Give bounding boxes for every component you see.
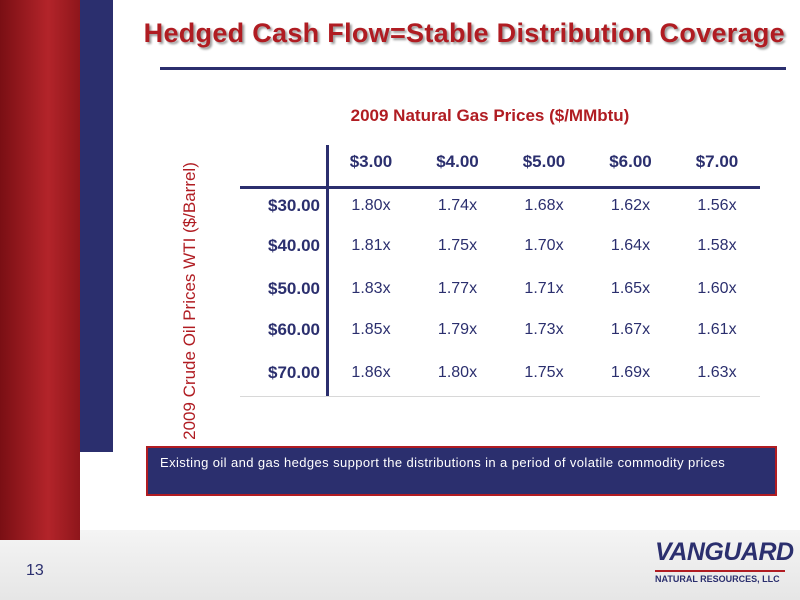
slide-title: Hedged Cash Flow=Stable Distribution Cov… <box>143 18 785 48</box>
table-cell: 1.67x <box>610 321 651 338</box>
table-title: 2009 Natural Gas Prices ($/MMbtu) <box>350 106 630 125</box>
red-bar <box>0 0 80 540</box>
table-cell: 1.58x <box>697 237 737 254</box>
column-header: $5.00 <box>522 152 566 171</box>
table-cell: 1.83x <box>351 280 391 297</box>
table-cell: 1.68x <box>524 197 564 214</box>
page-number: 13 <box>26 562 44 579</box>
table-cell: 1.71x <box>524 280 564 297</box>
row-header: $70.00 <box>268 363 320 382</box>
title-rule <box>160 67 786 70</box>
row-header: $60.00 <box>268 320 320 339</box>
column-header: $4.00 <box>436 152 479 171</box>
table-cell: 1.74x <box>437 197 478 214</box>
logo-subtitle: NATURAL RESOURCES, LLC <box>655 570 785 584</box>
table-cell: 1.56x <box>697 197 737 214</box>
row-header: $50.00 <box>268 279 320 298</box>
table-cell: 1.75x <box>437 237 478 254</box>
table-cell: 1.70x <box>524 237 564 254</box>
header-rule <box>240 186 760 189</box>
table-cell: 1.62x <box>610 197 651 214</box>
table-cell: 1.79x <box>437 321 478 338</box>
table-cell: 1.75x <box>524 364 564 381</box>
footer-band <box>0 530 800 600</box>
table-cell: 1.61x <box>697 321 737 338</box>
table-cell: 1.85x <box>351 321 391 338</box>
column-header: $7.00 <box>695 152 739 171</box>
table-cell: 1.73x <box>524 321 564 338</box>
column-header: $3.00 <box>349 152 393 171</box>
table-cell: 1.86x <box>351 364 391 381</box>
row-header: $30.00 <box>268 196 320 215</box>
vertical-rule <box>326 145 329 397</box>
table-cell: 1.81x <box>351 237 391 254</box>
table-cell: 1.80x <box>351 197 391 214</box>
row-axis-label: 2009 Crude Oil Prices WTI ($/Barrel) <box>180 162 199 440</box>
bottom-rule <box>240 396 760 397</box>
navy-bar <box>80 0 113 452</box>
table-cell: 1.80x <box>437 364 478 381</box>
callout: Existing oil and gas hedges support the … <box>146 446 777 496</box>
logo-name: VANGUARD <box>655 538 794 566</box>
table-cell: 1.60x <box>697 280 737 297</box>
table-cell: 1.77x <box>437 280 478 297</box>
row-header: $40.00 <box>268 236 320 255</box>
column-header: $6.00 <box>609 152 652 171</box>
table-cell: 1.63x <box>697 364 737 381</box>
table-cell: 1.65x <box>610 280 651 297</box>
table-cell: 1.69x <box>610 364 651 381</box>
table-cell: 1.64x <box>610 237 651 254</box>
